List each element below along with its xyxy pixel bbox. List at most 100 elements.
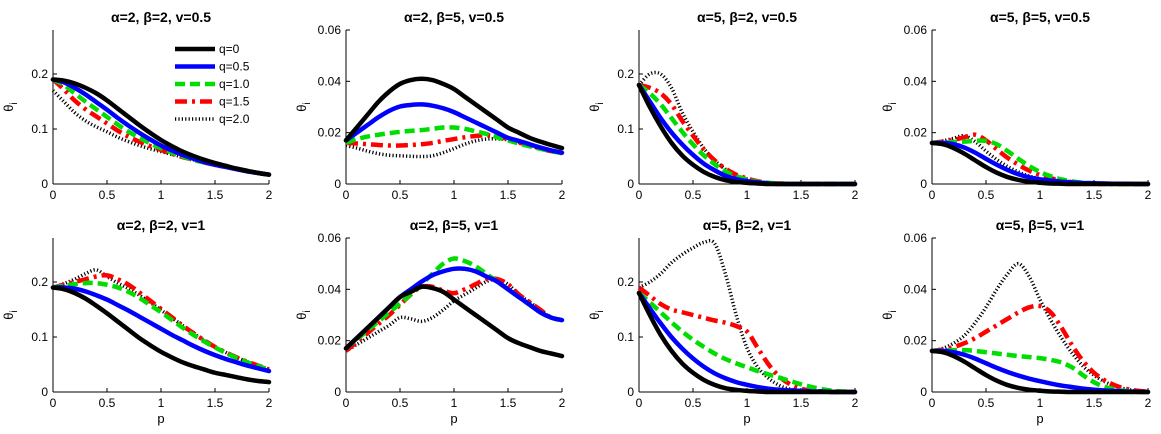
y-tick-label: 0.02 [904, 126, 928, 140]
legend: q=0 q=0.5 q=1.0 q=1.5 q=2.0 [175, 42, 250, 126]
x-tick-label: 1.5 [1086, 188, 1103, 202]
subplot-5: α=2, β=2, v=1 0 0.5 1 1.5 2 0 0.1 0.2 θi p [1, 217, 273, 426]
legend-label: q=1.5 [219, 95, 250, 109]
series-line-q-0 [50, 77, 272, 177]
x-tick-label: 0 [929, 188, 936, 202]
y-tick-label: 0.1 [617, 122, 634, 136]
x-tick-label: 1 [744, 396, 751, 410]
y-tick-label: 0.1 [617, 330, 634, 344]
series-line-q-0 [343, 284, 565, 359]
x-tick-label: 2 [852, 396, 859, 410]
y-axis-label: θi [880, 310, 899, 319]
x-axis-label: p [743, 411, 750, 426]
x-tick-label: 2 [852, 188, 859, 202]
y-axis-label: θi [587, 102, 606, 111]
series-line-q-0_5 [343, 266, 565, 351]
y-tick-label: 0.02 [318, 334, 342, 348]
legend-label: q=0 [219, 42, 240, 56]
x-tick-label: 0 [636, 396, 643, 410]
series-line-q-0_5 [50, 285, 272, 374]
x-tick-label: 2 [1145, 396, 1152, 410]
x-tick-label: 0 [636, 188, 643, 202]
x-tick-label: 0.5 [392, 396, 409, 410]
series-line-q-0 [50, 285, 272, 385]
y-tick-label: 0 [334, 177, 341, 191]
x-tick-label: 1.5 [793, 188, 810, 202]
subplot-6: α=2, β=5, v=1 0 0.5 1 1.5 2 0 0.02 0.04 0.06 θi p [294, 217, 566, 426]
subplot-7: α=5, β=2, v=1 0 0.5 1 1.5 2 0 0.1 0.2 θi p [587, 217, 859, 426]
legend-label: q=1.0 [219, 77, 250, 91]
y-tick-label: 0.06 [904, 23, 928, 37]
y-tick-label: 0.2 [617, 275, 634, 289]
x-axis-label: p [1036, 411, 1043, 426]
series-line-q-2_0 [637, 70, 855, 186]
y-axis-label: θi [294, 102, 313, 111]
subplot-title: α=5, β=2, v=1 [703, 217, 792, 233]
subplot-title: α=2, β=5, v=0.5 [404, 9, 504, 25]
subplot-8: α=5, β=5, v=1 0 0.5 1 1.5 2 0 0.02 0.04 0.06 θi p [880, 217, 1152, 426]
x-tick-label: 1 [1037, 396, 1044, 410]
y-tick-label: 0.2 [31, 275, 48, 289]
series-line-q-1_5 [638, 82, 855, 187]
x-tick-label: 1.5 [207, 188, 224, 202]
y-axis-label: θi [294, 310, 313, 319]
y-tick-label: 0 [920, 385, 927, 399]
x-tick-label: 1 [158, 188, 165, 202]
series-line-q-1_5 [931, 303, 1149, 394]
y-tick-label: 0.1 [31, 330, 48, 344]
series-line-q-0 [636, 82, 858, 187]
x-tick-label: 2 [559, 396, 566, 410]
y-tick-label: 0 [627, 385, 634, 399]
legend-label: q=0.5 [219, 60, 250, 74]
y-tick-label: 0.04 [318, 282, 342, 296]
x-tick-label: 0.5 [685, 188, 702, 202]
x-tick-label: 0.5 [99, 188, 116, 202]
series-line-q-0 [636, 290, 858, 395]
series-line-q-0_5 [343, 102, 565, 155]
y-tick-label: 0 [334, 385, 341, 399]
x-tick-label: 2 [266, 188, 273, 202]
subplot-title: α=2, β=2, v=1 [117, 217, 206, 233]
x-tick-label: 0 [50, 188, 57, 202]
series-line-q-1_0 [931, 138, 1148, 187]
y-tick-label: 0.04 [318, 74, 342, 88]
series-line-q-0 [929, 140, 1151, 187]
legend-label: q=2.0 [219, 112, 250, 126]
y-tick-label: 0 [41, 177, 48, 191]
y-tick-label: 0.1 [31, 122, 48, 136]
subplot-title: α=5, β=2, v=0.5 [697, 9, 797, 25]
y-tick-label: 0.02 [904, 334, 928, 348]
subplot-title: α=5, β=5, v=1 [996, 217, 1085, 233]
x-tick-label: 0.5 [685, 396, 702, 410]
x-tick-label: 1.5 [500, 396, 517, 410]
subplot-title: α=5, β=5, v=0.5 [990, 9, 1090, 25]
x-tick-label: 1 [1037, 188, 1044, 202]
y-tick-label: 0.2 [617, 67, 634, 81]
x-tick-label: 0.5 [978, 396, 995, 410]
y-tick-label: 0.2 [31, 67, 48, 81]
y-axis-label: θi [1, 310, 20, 319]
subplot-2: α=2, β=5, v=0.5 0 0.5 1 1.5 2 0 0.02 0.04 0.06 θi [294, 9, 566, 202]
subplot-title: α=2, β=2, v=0.5 [111, 9, 211, 25]
y-axis-label: θi [880, 102, 899, 111]
series-line-q-1_0 [637, 291, 856, 395]
x-tick-label: 2 [1145, 188, 1152, 202]
y-tick-label: 0.02 [318, 126, 342, 140]
y-tick-label: 0.04 [904, 74, 928, 88]
x-tick-label: 1 [744, 188, 751, 202]
subplot-title: α=2, β=5, v=1 [410, 217, 499, 233]
y-tick-label: 0.06 [318, 231, 342, 245]
x-tick-label: 1 [158, 396, 165, 410]
x-tick-label: 1 [451, 396, 458, 410]
series-line-q-0_5 [929, 140, 1151, 187]
series-line-q-0_5 [636, 290, 858, 395]
y-tick-label: 0.06 [904, 231, 928, 245]
y-tick-label: 0 [41, 385, 48, 399]
subplot-4: α=5, β=5, v=0.5 0 0.5 1 1.5 2 0 0.02 0.04 0.06 θi [880, 9, 1152, 202]
x-tick-label: 1.5 [793, 396, 810, 410]
subplot-1: α=2, β=2, v=0.5 0 0.5 1 1.5 2 0 0.1 0.2 θi q=0 q=0.… [1, 9, 273, 202]
x-tick-label: 0.5 [392, 188, 409, 202]
series-line-q-1_0 [52, 280, 270, 372]
series-line-q-2_0 [345, 277, 563, 353]
x-axis-label: p [157, 411, 164, 426]
